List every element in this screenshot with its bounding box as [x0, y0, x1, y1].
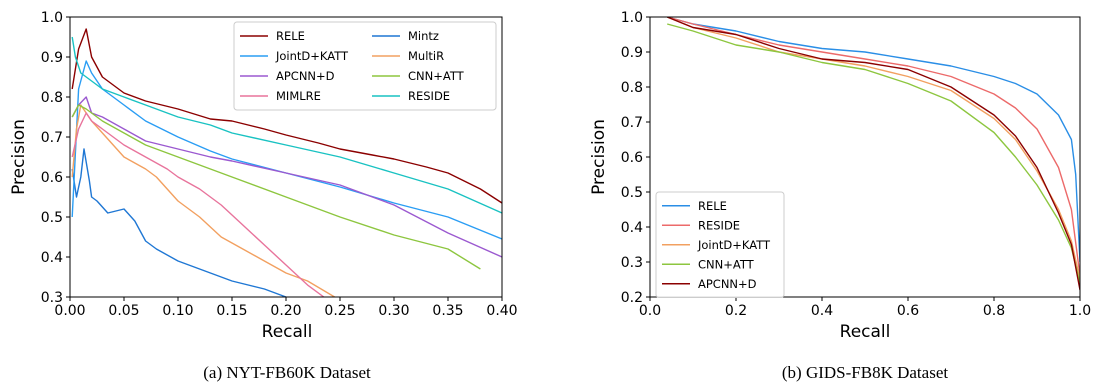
x-tick-label: 0.00: [54, 303, 85, 319]
x-tick-label: 0.30: [378, 303, 409, 319]
legend-label: Mintz: [408, 29, 439, 43]
y-tick-label: 0.6: [621, 150, 643, 166]
chart-nyt-fb60k: Precision Recall (a) NYT-FB60K Dataset 0…: [9, 10, 518, 382]
series-line-apcnn-d: [71, 96, 502, 258]
series-line-reside: [71, 36, 502, 214]
series-line-cnn-att: [667, 23, 1080, 284]
x-tick-label: 0.40: [486, 303, 517, 319]
series-line-rele: [667, 17, 1080, 263]
legend-label: MultiR: [408, 49, 444, 63]
series-line-mimlre: [71, 112, 325, 297]
y-axis-label: Precision: [9, 119, 29, 195]
y-tick-label: 0.6: [41, 170, 63, 186]
chart-caption: (b) GIDS-FB8K Dataset: [782, 363, 948, 382]
legend-box: [655, 191, 785, 298]
x-tick-label: 0.8: [983, 303, 1005, 319]
x-tick-label: 0.20: [270, 303, 301, 319]
legend-label: RELE: [698, 199, 727, 213]
x-tick-label: 1.0: [1069, 303, 1091, 319]
series-line-mintz: [71, 148, 287, 297]
chart-caption: (a) NYT-FB60K Dataset: [203, 363, 371, 382]
legend-box: [233, 21, 497, 111]
y-tick-label: 0.3: [621, 255, 643, 271]
y-tick-label: 0.7: [41, 130, 63, 146]
x-tick-label: 0.05: [108, 303, 139, 319]
series-line-apcnn-d: [666, 17, 1080, 291]
chart-gids-fb8k: Precision Recall (b) GIDS-FB8K Dataset 0…: [589, 10, 1091, 382]
y-tick-label: 0.3: [41, 290, 63, 306]
series-line-jointd-katt: [666, 17, 1080, 280]
y-tick-label: 0.9: [621, 45, 643, 61]
legend-label: CNN+ATT: [698, 257, 755, 271]
y-tick-label: 0.4: [41, 250, 63, 266]
y-tick-label: 0.9: [41, 50, 63, 66]
legend-label: RESIDE: [698, 218, 740, 232]
legend: RELE RESIDE JointD+KATT CNN+ATT APCNN+D: [655, 191, 785, 298]
y-tick-label: 0.8: [41, 90, 63, 106]
legend-label: JointD+KATT: [275, 49, 349, 63]
series-group: [71, 28, 502, 297]
legend-label: APCNN+D: [276, 69, 335, 83]
series-line-cnn-att: [71, 104, 481, 270]
y-tick-label: 0.5: [621, 185, 643, 201]
x-tick-label: 0.25: [324, 303, 355, 319]
legend-label: APCNN+D: [698, 277, 757, 291]
y-tick-label: 0.7: [621, 115, 643, 131]
y-tick-label: 0.8: [621, 80, 643, 96]
x-tick-label: 0.0: [639, 303, 661, 319]
y-tick-label: 0.2: [621, 290, 643, 306]
y-tick-label: 0.5: [41, 210, 63, 226]
x-tick-label: 0.10: [162, 303, 193, 319]
legend-label: RESIDE: [408, 89, 450, 103]
y-tick-label: 0.4: [621, 220, 643, 236]
legend-label: CNN+ATT: [408, 69, 465, 83]
x-tick-label: 0.4: [811, 303, 833, 319]
legend-label: MIMLRE: [276, 89, 321, 103]
series-group: [666, 17, 1080, 291]
x-tick-label: 0.2: [725, 303, 747, 319]
legend-label: JointD+KATT: [697, 238, 771, 252]
x-axis-label: Recall: [262, 322, 313, 342]
x-tick-label: 0.35: [432, 303, 463, 319]
y-axis-label: Precision: [589, 119, 609, 195]
x-axis-label: Recall: [840, 322, 891, 342]
y-tick-label: 1.0: [41, 10, 63, 26]
legend: RELE Mintz JointD+KATT MultiR APCNN+D CNN+ATT…: [233, 21, 497, 111]
x-tick-label: 0.15: [216, 303, 247, 319]
legend-label: RELE: [276, 29, 305, 43]
x-tick-label: 0.6: [897, 303, 919, 319]
series-line-rele: [71, 28, 502, 204]
y-tick-label: 1.0: [621, 10, 643, 26]
